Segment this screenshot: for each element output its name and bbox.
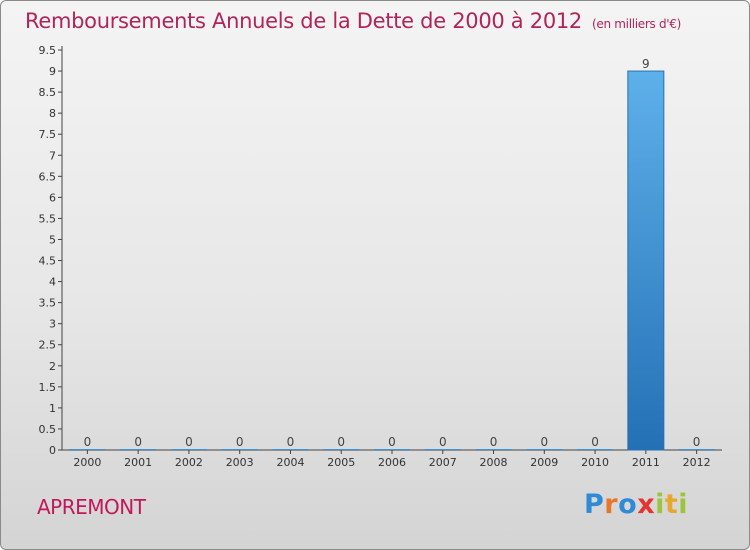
chart-title: Remboursements Annuels de la Dette de 20… (25, 9, 681, 33)
bar (221, 449, 258, 450)
y-tick-label: 7.5 (39, 128, 57, 141)
y-tick-label: 1.5 (39, 381, 57, 394)
bar-value-label: 0 (236, 435, 244, 449)
bar-value-label: 0 (84, 435, 92, 449)
bar (170, 449, 207, 450)
bar-value-label: 0 (337, 435, 345, 449)
bar (627, 70, 665, 451)
logo-letter: i (678, 489, 689, 520)
x-tick-label: 2003 (226, 456, 254, 469)
bar-value-label: 0 (134, 435, 142, 449)
x-tick-label: 2008 (480, 456, 508, 469)
logo-letter: x (637, 489, 656, 520)
y-tick-label: 4 (49, 276, 56, 289)
logo-letter: i (655, 489, 665, 520)
bar (526, 449, 563, 450)
y-tick-label: 8.5 (39, 86, 57, 99)
bar (69, 449, 106, 450)
y-tick-label: 4.5 (39, 255, 57, 268)
bar (577, 449, 614, 450)
y-tick-label: 3 (49, 318, 56, 331)
bar-value-label: 0 (287, 435, 295, 449)
x-tick-label: 2000 (73, 456, 101, 469)
bar-value-label: 0 (439, 435, 447, 449)
y-tick-label: 6.5 (39, 170, 57, 183)
bar-value-label: 0 (693, 435, 701, 449)
y-tick-label: 9.5 (39, 44, 57, 57)
bar (678, 449, 715, 450)
logo-letter: t (664, 489, 679, 520)
logo-letter: r (604, 489, 619, 520)
y-tick-label: 2.5 (39, 339, 57, 352)
chart-axes: 0 0.5 1 1.5 2 2.5 3 3.5 4 4.5 5 5.5 6 6.5 7 7.5 8 8.5 9 9.5… (39, 44, 722, 469)
chart-subtitle: (en milliers d'€) (592, 17, 682, 31)
y-tick-label: 9 (49, 65, 56, 78)
x-tick-label: 2006 (378, 456, 406, 469)
y-tick-label: 6 (49, 191, 56, 204)
bar (424, 449, 461, 450)
x-tick-label: 2004 (276, 456, 304, 469)
x-tick-label: 2009 (530, 456, 558, 469)
x-tick-label: 2001 (124, 456, 152, 469)
y-tick-label: 2 (49, 360, 56, 373)
x-tick-label: 2011 (632, 456, 660, 469)
y-tick-label: 0.5 (39, 423, 57, 436)
chart-bars: 0 0 0 0 0 0 0 0 0 0 0 9 0 (69, 57, 715, 451)
y-tick-label: 3.5 (39, 297, 57, 310)
bar (120, 449, 157, 450)
x-tick-label: 2002 (175, 456, 203, 469)
y-tick-label: 5.5 (39, 212, 57, 225)
logo-letter: P (584, 489, 605, 520)
chart-title-text: Remboursements Annuels de la Dette de 20… (25, 9, 582, 33)
y-tick-label: 7 (49, 149, 56, 162)
y-tick-label: 0 (49, 444, 56, 457)
x-tick-label: 2010 (581, 456, 609, 469)
x-tick-label: 2005 (327, 456, 355, 469)
logo-letter: o (618, 489, 638, 520)
bar-value-label: 0 (388, 435, 396, 449)
bar-value-label: 0 (540, 435, 548, 449)
bar (272, 449, 309, 450)
y-tick-label: 5 (49, 233, 56, 246)
y-tick-label: 1 (49, 402, 56, 415)
y-tick-label: 8 (49, 107, 56, 120)
bar-value-label: 0 (185, 435, 193, 449)
bar-value-label: 9 (642, 57, 650, 71)
proxiti-logo[interactable]: Proxiti (584, 489, 688, 520)
x-tick-label: 2007 (429, 456, 457, 469)
bar-value-label: 0 (591, 435, 599, 449)
bar (323, 449, 360, 450)
commune-name: APREMONT (37, 495, 146, 519)
bar (475, 449, 512, 450)
x-tick-label: 2012 (683, 456, 711, 469)
bar (374, 449, 410, 450)
bar-value-label: 0 (490, 435, 498, 449)
